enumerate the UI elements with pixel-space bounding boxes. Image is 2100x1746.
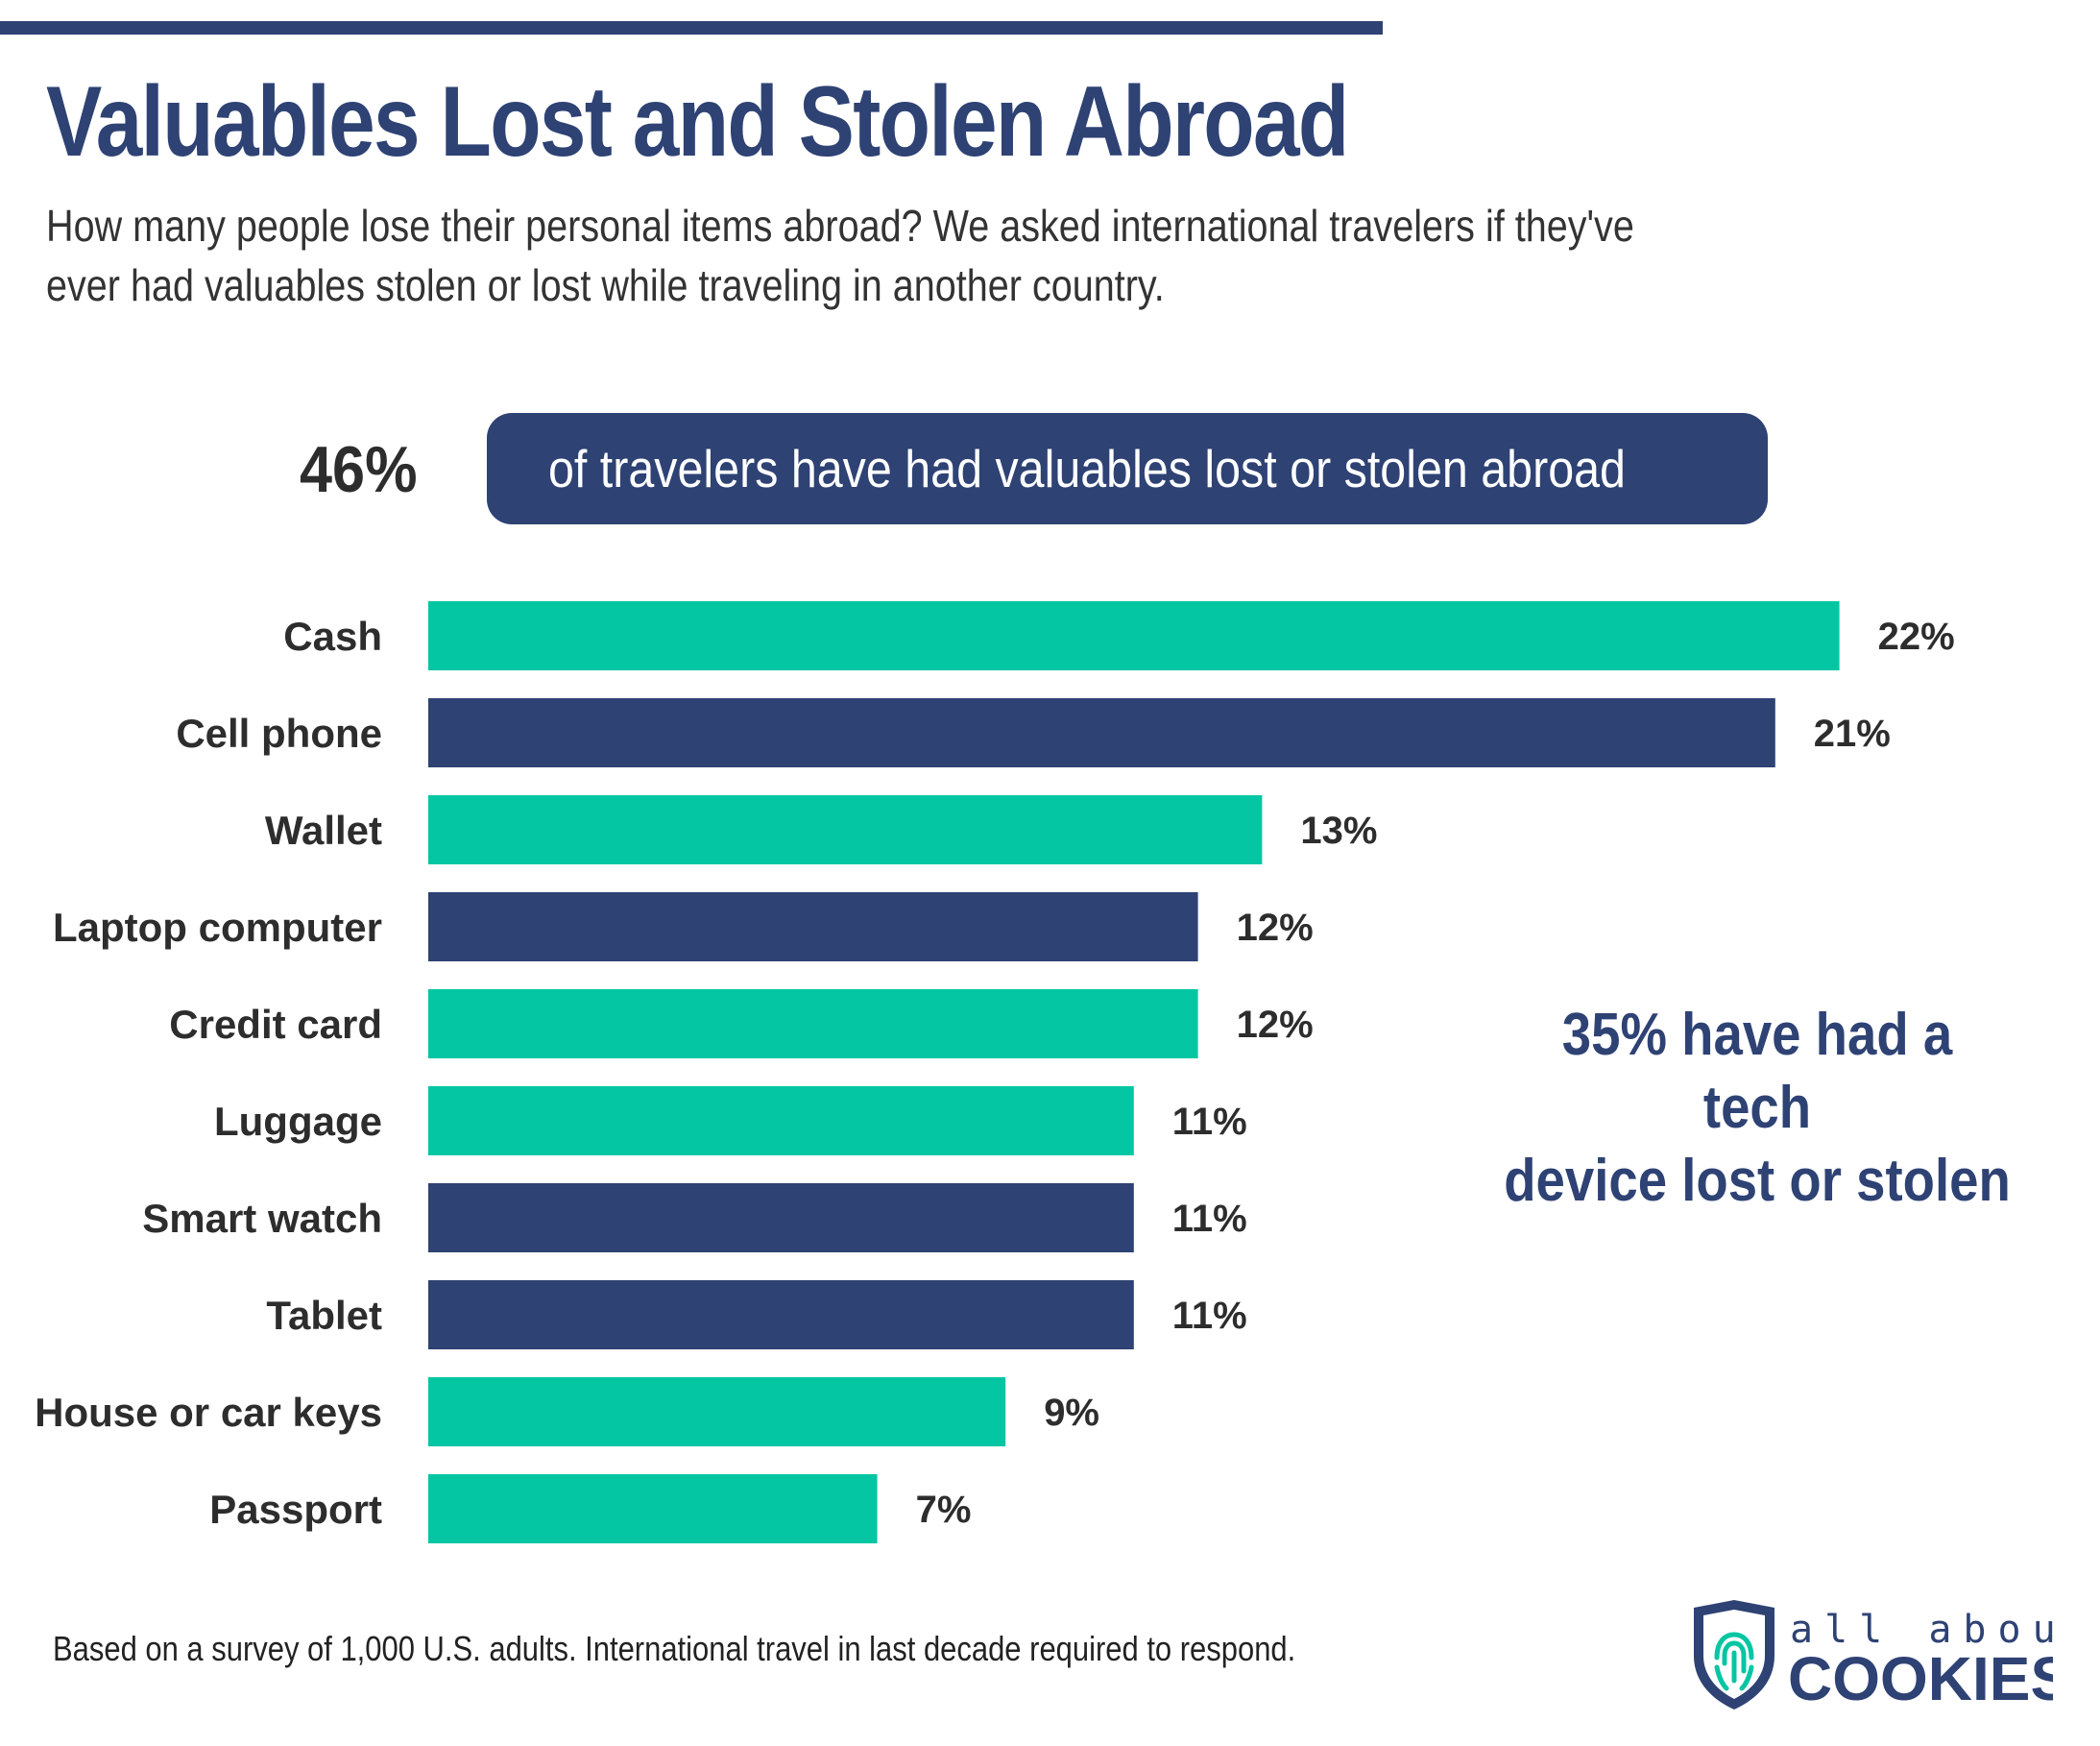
category-label-house-or-car-keys: House or car keys: [35, 1390, 382, 1435]
bar-laptop-computer: [428, 892, 1198, 961]
category-label-tablet: Tablet: [266, 1293, 382, 1338]
bar-luggage: [428, 1086, 1134, 1155]
value-label-house-or-car-keys: 9%: [1044, 1392, 1099, 1434]
top-rule: [0, 21, 1383, 35]
chart-subtitle: How many people lose their personal item…: [46, 201, 1634, 310]
bar-passport: [428, 1474, 878, 1543]
value-label-laptop-computer: 12%: [1237, 907, 1314, 949]
value-label-luggage: 11%: [1172, 1101, 1247, 1143]
bar-smart-watch: [428, 1183, 1134, 1252]
tech-callout-line-2: device lost or stolen: [1504, 1148, 2011, 1214]
fingerprint-shield-icon: [1694, 1600, 1774, 1710]
category-label-smart-watch: Smart watch: [142, 1196, 382, 1241]
footnote: Based on a survey of 1,000 U.S. adults. …: [53, 1629, 1296, 1668]
value-label-cell-phone: 21%: [1814, 713, 1891, 755]
value-label-smart-watch: 11%: [1172, 1198, 1247, 1240]
bar-tablet: [428, 1280, 1134, 1349]
value-label-wallet: 13%: [1300, 810, 1377, 852]
headline-pill: of travelers have had valuables lost or …: [487, 413, 1768, 524]
logo-line-2: COOKIES: [1788, 1644, 2053, 1713]
headline-percent: 46%: [300, 433, 418, 506]
bar-wallet: [428, 795, 1263, 864]
bar-chart: Cash 22% Cell phone 21% Wallet 13% Laptop comp…: [35, 601, 1955, 1543]
bar-cash: [428, 601, 1840, 670]
category-label-wallet: Wallet: [265, 808, 382, 853]
category-label-laptop-computer: Laptop computer: [53, 905, 382, 950]
all-about-cookies-logo: all about COOKIES: [1694, 1600, 2053, 1713]
value-label-passport: 7%: [916, 1489, 972, 1531]
category-label-luggage: Luggage: [214, 1099, 382, 1144]
category-label-credit-card: Credit card: [169, 1002, 382, 1047]
category-label-passport: Passport: [209, 1487, 382, 1532]
logo-line-1: all about: [1790, 1608, 2053, 1652]
value-label-credit-card: 12%: [1237, 1004, 1314, 1046]
chart-title: Valuables Lost and Stolen Abroad: [46, 66, 1349, 178]
tech-callout-line-1: 35% have had a tech: [1561, 1002, 1953, 1141]
category-label-cell-phone: Cell phone: [176, 711, 382, 756]
tech-callout: 35% have had a tech device lost or stole…: [1504, 999, 2011, 1218]
bar-cell-phone: [428, 698, 1775, 767]
headline-text: of travelers have had valuables lost or …: [548, 439, 1626, 498]
value-label-cash: 22%: [1878, 616, 1955, 658]
category-label-cash: Cash: [283, 614, 382, 659]
value-label-tablet: 11%: [1172, 1295, 1247, 1337]
bar-house-or-car-keys: [428, 1377, 1006, 1446]
bar-credit-card: [428, 989, 1198, 1058]
